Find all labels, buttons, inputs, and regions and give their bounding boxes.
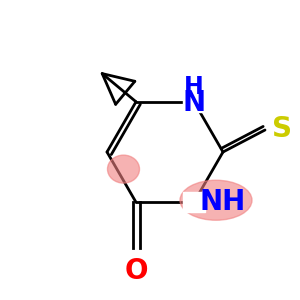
Bar — [183, 92, 205, 112]
Ellipse shape — [107, 155, 140, 183]
Text: O: O — [124, 257, 148, 285]
Ellipse shape — [180, 180, 252, 220]
Text: S: S — [272, 115, 292, 143]
Text: N: N — [182, 89, 206, 117]
Text: NH: NH — [200, 188, 246, 216]
Bar — [183, 192, 205, 212]
Text: H: H — [184, 75, 204, 99]
